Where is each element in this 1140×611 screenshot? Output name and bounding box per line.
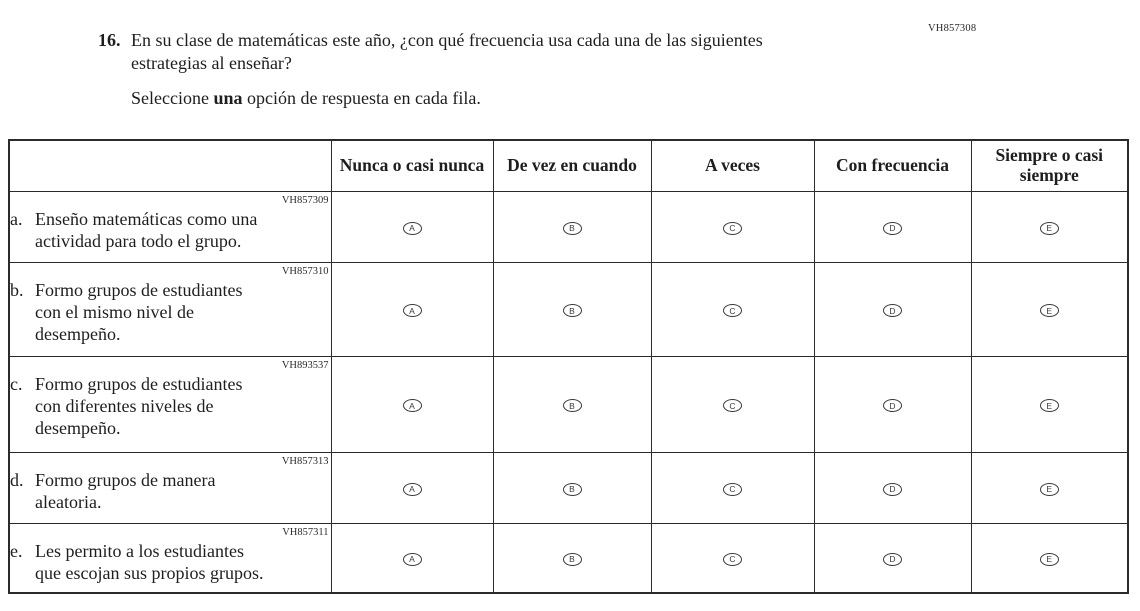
row-e-cell-d: D (813, 523, 972, 593)
row-c-cell-b: B (492, 356, 652, 453)
question-text: En su clase de matemáticas este año, ¿co… (131, 30, 763, 73)
row-e-cell-c: C (650, 523, 815, 593)
row-d-option-d[interactable]: D (883, 482, 902, 496)
row-a-text: a. Enseño matemáticas como una actividad… (10, 208, 331, 253)
instruction-bold-word: una (213, 88, 243, 108)
row-b-cell-b: B (492, 262, 652, 357)
row-d-option-b[interactable]: B (562, 482, 582, 496)
question-accession-code: VH857308 (928, 23, 977, 34)
column-header-a-veces: A veces (650, 139, 815, 192)
column-header-con-frecuencia: Con frecuencia (813, 139, 972, 192)
row-e-option-e[interactable]: E (1039, 552, 1059, 566)
row-d-text: d. Formo grupos de manera aleatoria. (10, 469, 331, 514)
question-instruction: Seleccione una opción de respuesta en ca… (131, 87, 763, 110)
row-e-stub: VH857311 e. Les permito a los estudiante… (8, 523, 332, 593)
row-c-option-e[interactable]: E (1039, 399, 1059, 413)
row-e-cell-a: A (330, 523, 494, 593)
row-d-option-a[interactable]: A (402, 482, 422, 496)
row-e-statement: Les permito a los estudiantes que escoja… (35, 540, 264, 583)
row-a-stub: VH857309 a. Enseño matemáticas como una … (8, 191, 332, 263)
row-c-cell-e: E (970, 356, 1129, 453)
header-row: Nunca o casi nunca De vez en cuando A ve… (8, 139, 1129, 192)
row-b-cell-d: D (813, 262, 972, 357)
row-a-option-a[interactable]: A (402, 221, 422, 235)
row-c-cell-a: A (330, 356, 494, 453)
row-a-cell-e: E (970, 191, 1129, 263)
table-row-d: VH857313 d. Formo grupos de manera aleat… (8, 452, 1129, 524)
row-d-letter: d. (10, 469, 24, 490)
row-c-statement: Formo grupos de estudiantes con diferent… (35, 373, 243, 439)
row-a-cell-d: D (813, 191, 972, 263)
row-e-cell-e: E (970, 523, 1129, 593)
row-d-option-c[interactable]: C (723, 482, 742, 496)
row-d-stub: VH857313 d. Formo grupos de manera aleat… (8, 452, 332, 524)
row-c-option-a[interactable]: A (402, 399, 422, 413)
row-c-option-c[interactable]: C (723, 399, 742, 413)
row-a-option-c[interactable]: C (723, 221, 742, 235)
row-b-option-a[interactable]: A (402, 304, 422, 318)
row-b-option-d[interactable]: D (883, 304, 902, 318)
row-d-statement: Formo grupos de manera aleatoria. (35, 469, 216, 512)
row-b-letter: b. (10, 279, 24, 300)
row-b-cell-c: C (650, 262, 815, 357)
row-c-option-d[interactable]: D (883, 399, 902, 413)
row-c-text: c. Formo grupos de estudiantes con difer… (10, 373, 331, 440)
row-e-option-d[interactable]: D (883, 552, 902, 566)
row-a-code: VH857309 (281, 195, 329, 206)
row-e-cell-b: B (492, 523, 652, 593)
row-a-cell-b: B (492, 191, 652, 263)
row-d-cell-e: E (970, 452, 1129, 524)
row-a-option-b[interactable]: B (562, 221, 582, 235)
row-b-option-b[interactable]: B (562, 304, 582, 318)
row-b-statement: Formo grupos de estudiantes con el mismo… (35, 279, 243, 345)
instruction-prefix: Seleccione (131, 88, 214, 108)
row-a-statement: Enseño matemáticas como una actividad pa… (35, 208, 258, 251)
row-d-code: VH857313 (281, 456, 329, 467)
row-a-cell-c: C (650, 191, 815, 263)
row-b-code: VH857310 (281, 266, 329, 277)
row-b-stub: VH857310 b. Formo grupos de estudiantes … (8, 262, 332, 357)
row-e-code: VH857311 (282, 527, 329, 538)
row-d-cell-a: A (330, 452, 494, 524)
row-e-option-b[interactable]: B (562, 552, 582, 566)
question-texts: En su clase de matemáticas este año, ¿co… (131, 29, 763, 110)
empty-stub-header (8, 139, 332, 192)
row-a-option-e[interactable]: E (1039, 221, 1059, 235)
row-b-option-c[interactable]: C (723, 304, 742, 318)
instruction-suffix: opción de respuesta en cada fila. (242, 88, 481, 108)
table-row-e: VH857311 e. Les permito a los estudiante… (8, 523, 1129, 593)
response-matrix-table: Nunca o casi nunca De vez en cuando A ve… (8, 139, 1129, 594)
row-b-cell-e: E (970, 262, 1129, 357)
row-e-text: e. Les permito a los estudiantes que esc… (10, 540, 331, 585)
question-number: 16. (98, 30, 121, 50)
row-c-letter: c. (10, 373, 23, 394)
row-b-text: b. Formo grupos de estudiantes con el mi… (10, 279, 331, 346)
column-header-de-vez-en-cuando: De vez en cuando (492, 139, 652, 192)
row-a-cell-a: A (330, 191, 494, 263)
row-d-option-e[interactable]: E (1039, 482, 1059, 496)
row-c-cell-c: C (650, 356, 815, 453)
row-d-cell-b: B (492, 452, 652, 524)
column-header-nunca: Nunca o casi nunca (330, 139, 494, 192)
row-c-cell-d: D (813, 356, 972, 453)
row-e-option-c[interactable]: C (723, 552, 742, 566)
table-row-a: VH857309 a. Enseño matemáticas como una … (8, 191, 1129, 263)
row-e-letter: e. (10, 540, 23, 561)
row-e-option-a[interactable]: A (402, 552, 422, 566)
row-d-cell-d: D (813, 452, 972, 524)
row-c-option-b[interactable]: B (562, 399, 582, 413)
question-block: 16. En su clase de matemáticas este año,… (98, 29, 763, 110)
row-d-cell-c: C (650, 452, 815, 524)
row-a-option-d[interactable]: D (883, 221, 902, 235)
column-header-siempre: Siempre o casi siempre (970, 139, 1129, 192)
row-b-option-e[interactable]: E (1039, 304, 1059, 318)
row-b-cell-a: A (330, 262, 494, 357)
row-c-code: VH893537 (281, 360, 329, 371)
row-c-stub: VH893537 c. Formo grupos de estudiantes … (8, 356, 332, 453)
table-row-c: VH893537 c. Formo grupos de estudiantes … (8, 356, 1129, 453)
table-row-b: VH857310 b. Formo grupos de estudiantes … (8, 262, 1129, 357)
row-a-letter: a. (10, 208, 23, 229)
